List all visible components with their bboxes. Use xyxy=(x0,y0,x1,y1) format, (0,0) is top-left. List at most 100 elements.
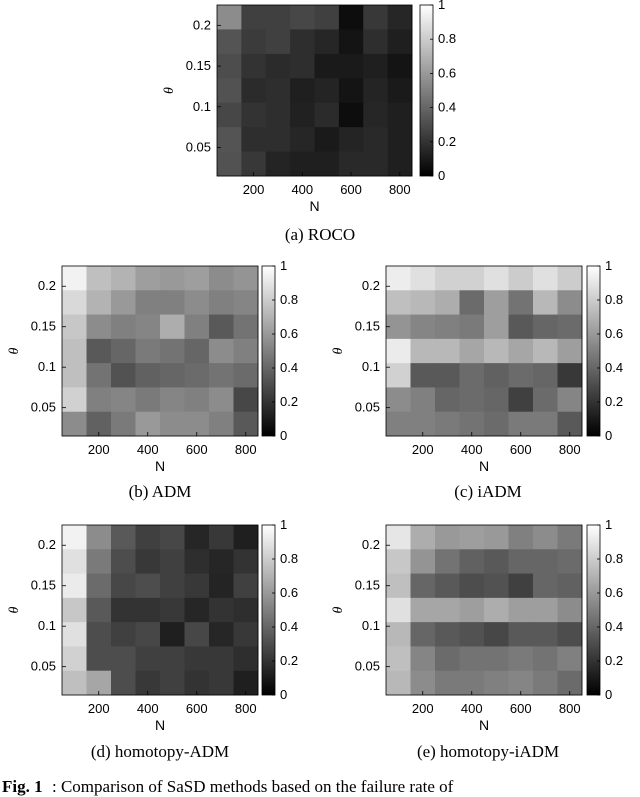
subfigure-caption: (a) ROCO xyxy=(285,225,355,244)
heatmap-cell xyxy=(233,573,259,599)
heatmap-cell xyxy=(135,646,161,672)
heatmap-cell xyxy=(557,646,583,672)
heatmap-cell xyxy=(459,314,485,340)
heatmap-cell xyxy=(209,338,234,364)
y-tick-label: 0.15 xyxy=(355,578,380,593)
heatmap-cell xyxy=(533,573,558,599)
heatmap-cell xyxy=(184,646,210,672)
heatmap-cell xyxy=(265,78,291,104)
heatmap-cell xyxy=(387,53,413,79)
heatmap-cell xyxy=(209,363,234,388)
x-tick-label: 800 xyxy=(559,442,581,457)
x-axis-label: N xyxy=(479,717,489,733)
heatmap-cell xyxy=(363,5,389,30)
y-tick-label: 0.2 xyxy=(193,17,211,32)
heatmap-cell xyxy=(86,266,112,291)
heatmap-cell xyxy=(160,338,185,364)
plot-border xyxy=(385,265,583,437)
heatmap-cell xyxy=(338,78,364,104)
heatmap-cell xyxy=(484,290,509,315)
heatmap-cell xyxy=(209,266,234,291)
colorbar-tick-label: 1 xyxy=(438,0,445,12)
heatmap-cell xyxy=(338,53,364,79)
heatmap-cell xyxy=(386,387,411,413)
x-axis-label: N xyxy=(479,458,489,474)
heatmap-cell xyxy=(484,338,509,364)
heatmap-cell xyxy=(135,597,161,623)
heatmap-cell xyxy=(62,525,87,550)
heatmap-cell xyxy=(508,266,534,291)
heatmap-cell xyxy=(62,549,87,574)
heatmap-cell xyxy=(160,266,185,291)
x-tick-label: 600 xyxy=(186,442,208,457)
colorbar-tick-label: 0.8 xyxy=(605,292,623,307)
heatmap-cell xyxy=(508,549,534,574)
heatmap-cell xyxy=(209,670,234,696)
y-tick-label: 0.2 xyxy=(362,537,380,552)
heatmap-cell xyxy=(290,102,315,128)
heatmap-cell xyxy=(62,622,87,647)
heatmap-cell xyxy=(557,622,583,647)
heatmap-cell xyxy=(160,573,185,599)
heatmap-cell xyxy=(557,363,583,388)
x-tick-label: 400 xyxy=(137,442,159,457)
y-tick-label: 0.15 xyxy=(186,58,211,73)
heatmap-cell xyxy=(111,622,136,647)
heatmap-cell xyxy=(86,549,112,574)
colorbar-tick-label: 0.4 xyxy=(438,100,456,115)
heatmap-cell xyxy=(184,597,210,623)
heatmap-panel-4: 200 400 600 800 0.05 0.1 0.15 0.2 Nθ 0 0.2 0.4 0.6 0.… xyxy=(7,517,298,761)
heatmap-cell xyxy=(363,151,389,177)
heatmap-cell xyxy=(484,525,509,550)
heatmap-cell xyxy=(160,290,185,315)
y-axis-label: θ xyxy=(7,606,22,613)
colorbar-tick-label: 0.8 xyxy=(280,551,298,566)
heatmap-cell xyxy=(135,525,161,550)
heatmap-cell xyxy=(265,5,291,30)
x-tick-label: 800 xyxy=(559,701,581,716)
heatmap-cell xyxy=(459,338,485,364)
x-tick-label: 800 xyxy=(389,182,411,197)
heatmap-cell xyxy=(209,387,234,413)
heatmap-cell xyxy=(62,290,87,315)
y-tick-label: 0.1 xyxy=(362,618,380,633)
colorbar-tick-label: 0 xyxy=(280,428,287,443)
heatmap-panel-5: 200 400 600 800 0.05 0.1 0.15 0.2 Nθ 0 0.2 0.4 0.6 0.… xyxy=(331,517,623,761)
heatmap-cell xyxy=(209,525,234,550)
heatmap-cell xyxy=(410,338,436,364)
y-tick-label: 0.05 xyxy=(355,400,380,415)
figure-caption-text: : Comparison of SaSD methods based on th… xyxy=(52,777,454,796)
heatmap-cell xyxy=(508,387,534,413)
heatmap-cell xyxy=(338,102,364,128)
y-axis-label: θ xyxy=(331,347,346,354)
heatmap-cell xyxy=(209,646,234,672)
heatmap-cell xyxy=(435,411,460,437)
heatmap-cell xyxy=(435,597,460,623)
heatmap-cell xyxy=(386,549,411,574)
heatmap-cell xyxy=(410,290,436,315)
heatmap-cell xyxy=(410,266,436,291)
x-tick-label: 600 xyxy=(510,442,532,457)
heatmap-cell xyxy=(533,646,558,672)
colorbar-tick-label: 0.8 xyxy=(438,31,456,46)
heatmap-cell xyxy=(314,151,340,177)
heatmap-cell xyxy=(241,127,267,152)
x-tick-label: 800 xyxy=(235,442,257,457)
heatmap-panel-3: 200 400 600 800 0.05 0.1 0.15 0.2 Nθ 0 0.2 0.4 0.6 0.… xyxy=(331,258,623,501)
heatmap-cell xyxy=(62,573,87,599)
heatmap-cell xyxy=(184,573,210,599)
heatmap-cell xyxy=(265,127,291,152)
heatmap-cell xyxy=(62,363,87,388)
heatmap-cell xyxy=(386,646,411,672)
heatmap-cell xyxy=(410,314,436,340)
colorbar-tick-label: 0.6 xyxy=(438,65,456,80)
colorbar xyxy=(586,265,601,437)
heatmap-cell xyxy=(86,597,112,623)
heatmap-cell xyxy=(557,266,583,291)
heatmap-cell xyxy=(241,5,267,30)
heatmap-cell xyxy=(435,646,460,672)
plot-border xyxy=(216,4,413,177)
heatmap-cell xyxy=(484,549,509,574)
heatmap-cell xyxy=(265,29,291,55)
y-tick-label: 0.2 xyxy=(38,278,56,293)
